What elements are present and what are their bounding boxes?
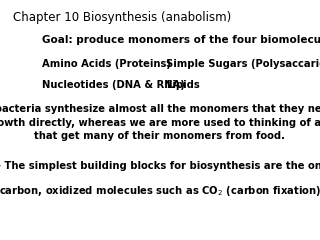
Text: Most bacteria synthesize almost all the monomers that they need for
cell growth : Most bacteria synthesize almost all the … xyxy=(0,104,320,141)
Text: Goal: produce monomers of the four biomolecules: Goal: produce monomers of the four biomo… xyxy=(42,35,320,45)
Text: Chapter 10 Biosynthesis (anabolism): Chapter 10 Biosynthesis (anabolism) xyxy=(13,11,231,24)
Text: Amino Acids (Proteins): Amino Acids (Proteins) xyxy=(42,59,171,69)
Text: Simple Sugars (Polysaccarides): Simple Sugars (Polysaccarides) xyxy=(166,59,320,69)
Text: Nucleotides (DNA & RNA): Nucleotides (DNA & RNA) xyxy=(42,80,184,90)
Text: carbon, oxidized molecules such as CO$_2$ (carbon fixation): carbon, oxidized molecules such as CO$_2… xyxy=(0,184,320,198)
Text: — The simplest building blocks for biosynthesis are the one: — The simplest building blocks for biosy… xyxy=(0,161,320,171)
Text: Lipids: Lipids xyxy=(166,80,200,90)
